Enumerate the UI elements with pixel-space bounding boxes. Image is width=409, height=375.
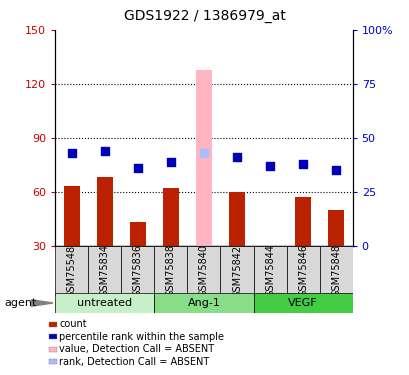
Text: GSM75844: GSM75844 bbox=[264, 244, 274, 297]
FancyBboxPatch shape bbox=[121, 246, 154, 296]
Point bbox=[332, 167, 339, 173]
Polygon shape bbox=[31, 300, 53, 306]
FancyBboxPatch shape bbox=[286, 246, 319, 296]
Text: GSM75846: GSM75846 bbox=[297, 244, 307, 297]
Bar bbox=[327, 210, 344, 246]
Bar bbox=[195, 69, 212, 246]
Point bbox=[200, 150, 207, 156]
FancyBboxPatch shape bbox=[253, 292, 352, 313]
Bar bbox=[162, 188, 179, 246]
FancyBboxPatch shape bbox=[88, 246, 121, 296]
Text: GSM75836: GSM75836 bbox=[133, 244, 143, 297]
Text: GSM75838: GSM75838 bbox=[166, 244, 175, 297]
Point bbox=[233, 154, 240, 160]
Text: VEGF: VEGF bbox=[288, 298, 317, 308]
Bar bbox=[129, 222, 146, 246]
FancyBboxPatch shape bbox=[154, 292, 253, 313]
FancyBboxPatch shape bbox=[319, 246, 352, 296]
Text: GDS1922 / 1386979_at: GDS1922 / 1386979_at bbox=[124, 9, 285, 23]
FancyBboxPatch shape bbox=[55, 246, 88, 296]
Text: GSM75548: GSM75548 bbox=[67, 244, 76, 297]
Text: GSM75842: GSM75842 bbox=[231, 244, 241, 297]
Point bbox=[101, 148, 108, 154]
FancyBboxPatch shape bbox=[220, 246, 253, 296]
Bar bbox=[294, 197, 310, 246]
Point bbox=[167, 159, 174, 165]
Text: GSM75840: GSM75840 bbox=[198, 244, 209, 297]
Bar bbox=[63, 186, 80, 246]
Bar bbox=[228, 192, 245, 246]
Text: value, Detection Call = ABSENT: value, Detection Call = ABSENT bbox=[59, 344, 214, 354]
Text: agent: agent bbox=[4, 298, 36, 308]
Point bbox=[68, 150, 75, 156]
FancyBboxPatch shape bbox=[55, 292, 154, 313]
Text: untreated: untreated bbox=[77, 298, 132, 308]
FancyBboxPatch shape bbox=[253, 246, 286, 296]
Point bbox=[134, 165, 141, 171]
Bar bbox=[97, 177, 113, 246]
Point bbox=[299, 160, 306, 166]
Text: GSM75834: GSM75834 bbox=[100, 244, 110, 297]
Point bbox=[266, 163, 273, 169]
Text: count: count bbox=[59, 320, 87, 329]
FancyBboxPatch shape bbox=[154, 246, 187, 296]
Text: GSM75848: GSM75848 bbox=[330, 244, 340, 297]
Text: rank, Detection Call = ABSENT: rank, Detection Call = ABSENT bbox=[59, 357, 209, 366]
Text: percentile rank within the sample: percentile rank within the sample bbox=[59, 332, 224, 342]
Text: Ang-1: Ang-1 bbox=[187, 298, 220, 308]
FancyBboxPatch shape bbox=[187, 246, 220, 296]
